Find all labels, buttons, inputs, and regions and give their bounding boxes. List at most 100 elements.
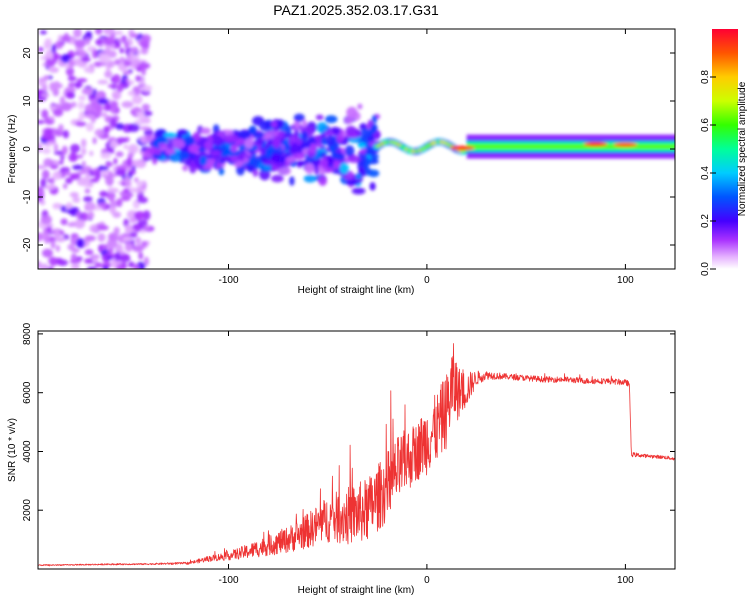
noise-cell	[53, 143, 59, 152]
noise-cell	[137, 219, 148, 228]
turbulence-cell	[345, 179, 359, 186]
snr-xlabel: Height of straight line (km)	[298, 585, 415, 596]
turbulence-cell	[252, 132, 265, 139]
x-tick-label: 0	[424, 575, 430, 586]
noise-cell	[133, 211, 146, 220]
noise-cell	[104, 70, 113, 79]
turbulence-cell	[166, 140, 174, 150]
noise-cell	[68, 153, 78, 162]
turbulence-cell	[182, 164, 189, 172]
noise-cell	[89, 224, 100, 233]
noise-cell	[75, 121, 87, 127]
noise-cell	[106, 204, 111, 209]
turbulence-cell	[326, 134, 335, 147]
turbulence-cell	[233, 161, 243, 168]
turbulence-cell	[327, 167, 335, 173]
noise-cell	[69, 191, 79, 198]
noise-cell	[74, 81, 83, 88]
noise-cell	[129, 231, 138, 238]
noise-cell	[124, 41, 129, 50]
noise-cell	[70, 143, 81, 153]
turbulence-cell	[155, 136, 168, 144]
turbulence-cell	[221, 156, 234, 162]
noise-cell	[67, 222, 76, 227]
turbulence-cell	[177, 129, 189, 136]
y-tick-label: 8000	[22, 322, 33, 345]
noise-cell	[113, 157, 118, 165]
noise-cell	[43, 184, 56, 190]
turbulence-cell	[259, 120, 272, 132]
noise-cell	[68, 58, 74, 69]
y-tick-label: 10	[22, 95, 33, 107]
noise-cell	[38, 119, 45, 125]
noise-cell	[136, 111, 145, 118]
noise-cell	[84, 201, 96, 212]
noise-cell	[69, 259, 81, 265]
noise-cell	[134, 244, 146, 251]
noise-cell	[38, 47, 44, 52]
turbulence-cell	[291, 142, 299, 154]
turbulence-cell	[345, 125, 357, 136]
turbulence-cell	[326, 156, 335, 166]
noise-cell	[52, 171, 62, 181]
noise-cell	[119, 82, 130, 87]
snr-ticks: -100 0 100 2000 4000 6000 8000	[22, 322, 675, 586]
noise-cell	[73, 29, 82, 38]
turbulence-cell	[360, 128, 373, 138]
turbulence-cell	[365, 148, 375, 156]
turbulence-cell	[355, 173, 362, 180]
noise-cell	[40, 93, 50, 98]
noise-cell	[94, 262, 103, 268]
snr-ylabel: SNR (10 * v/v)	[7, 418, 18, 482]
noise-cell	[99, 190, 109, 198]
noise-cell	[113, 226, 120, 235]
noise-cell	[43, 158, 54, 168]
turbulence-cell	[347, 155, 361, 163]
turbulence-cell	[252, 168, 259, 177]
noise-cell	[59, 96, 66, 106]
noise-cell	[107, 247, 114, 254]
turbulence-cell	[344, 116, 354, 125]
noise-cell	[83, 196, 93, 203]
noise-cell	[49, 177, 55, 185]
noise-cell	[78, 49, 87, 58]
noise-cell	[143, 225, 151, 230]
noise-cell	[127, 90, 136, 96]
turbulence-cell	[285, 156, 296, 163]
turbulence-cell	[323, 130, 334, 136]
noise-cell	[121, 101, 134, 108]
turbulence-cell	[346, 106, 358, 119]
noise-cell	[140, 61, 147, 70]
noise-cell	[78, 95, 87, 101]
noise-cell	[127, 123, 140, 133]
turbulence-cell	[370, 124, 377, 134]
noise-cell	[112, 74, 121, 84]
noise-cell	[52, 81, 61, 90]
hotspot	[583, 142, 608, 147]
colorbar-tick-label: 0.4	[700, 166, 711, 180]
noise-cell	[49, 105, 57, 111]
noise-cell	[97, 233, 106, 242]
snr-frame	[37, 330, 676, 570]
noise-cell	[60, 218, 68, 226]
noise-cell	[44, 127, 54, 135]
turbulence-cell	[370, 153, 379, 160]
noise-cell	[138, 251, 144, 260]
noise-cell	[86, 266, 98, 269]
turbulence-cell	[277, 166, 292, 176]
turbulence-cell	[224, 134, 238, 144]
y-tick-label: 2000	[22, 499, 33, 522]
noise-cell	[131, 165, 136, 171]
turbulence-cell	[316, 121, 328, 134]
turbulence-cell	[334, 153, 346, 161]
noise-cell	[141, 118, 151, 124]
colorbar-gradient	[712, 29, 738, 269]
noise-cell	[94, 128, 106, 137]
noise-cell	[85, 172, 91, 183]
turbulence-cell	[351, 187, 366, 195]
noise-cell	[80, 138, 87, 148]
noise-cell	[41, 169, 50, 180]
noise-cell	[115, 243, 124, 253]
noise-cell	[116, 198, 123, 208]
